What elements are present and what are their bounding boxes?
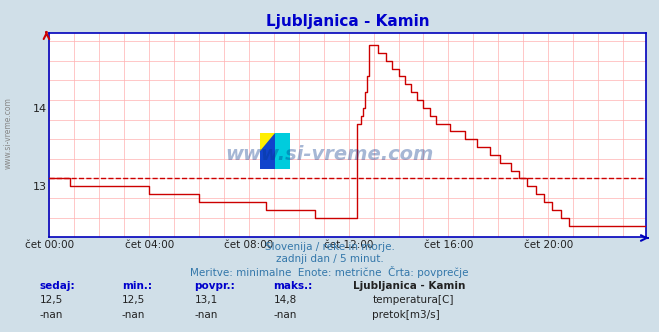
Text: -nan: -nan (194, 310, 217, 320)
Polygon shape (260, 133, 275, 151)
Text: Meritve: minimalne  Enote: metrične  Črta: povprečje: Meritve: minimalne Enote: metrične Črta:… (190, 266, 469, 278)
Text: 14,8: 14,8 (273, 295, 297, 305)
Text: Slovenija / reke in morje.: Slovenija / reke in morje. (264, 242, 395, 252)
Text: sedaj:: sedaj: (40, 281, 75, 290)
Text: Ljubljanica - Kamin: Ljubljanica - Kamin (353, 281, 465, 290)
Text: zadnji dan / 5 minut.: zadnji dan / 5 minut. (275, 254, 384, 264)
Text: www.si-vreme.com: www.si-vreme.com (225, 145, 434, 164)
Title: Ljubljanica - Kamin: Ljubljanica - Kamin (266, 14, 430, 29)
Text: min.:: min.: (122, 281, 152, 290)
Text: pretok[m3/s]: pretok[m3/s] (372, 310, 440, 320)
Text: -nan: -nan (273, 310, 297, 320)
Text: -nan: -nan (122, 310, 145, 320)
Polygon shape (260, 133, 290, 169)
Text: temperatura[C]: temperatura[C] (372, 295, 454, 305)
Polygon shape (275, 133, 290, 169)
Text: 13,1: 13,1 (194, 295, 217, 305)
Text: www.si-vreme.com: www.si-vreme.com (3, 97, 13, 169)
Text: -nan: -nan (40, 310, 63, 320)
Text: 12,5: 12,5 (40, 295, 63, 305)
Text: maks.:: maks.: (273, 281, 313, 290)
Text: 12,5: 12,5 (122, 295, 145, 305)
Text: povpr.:: povpr.: (194, 281, 235, 290)
